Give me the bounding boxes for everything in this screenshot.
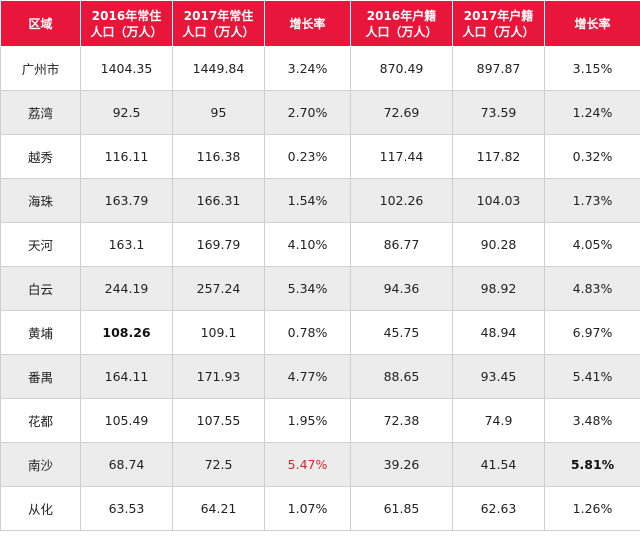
cell-registered-2016: 102.26 [350,178,453,223]
table-row: 花都 105.49 107.55 1.95% 72.38 74.9 3.48% [0,398,640,443]
cell-registered-2017: 93.45 [452,354,545,399]
cell-registered-growth: 1.73% [544,178,640,223]
cell-resident-2016: 163.79 [80,178,173,223]
header-resident-2016: 2016年常住 人口（万人） [80,0,173,47]
table-row: 越秀 116.11 116.38 0.23% 117.44 117.82 0.3… [0,134,640,179]
header-row: 区域 2016年常住 人口（万人） 2017年常住 人口（万人） 增长率 201… [0,0,640,47]
cell-registered-2017: 104.03 [452,178,545,223]
cell-resident-growth: 1.07% [264,486,351,531]
cell-resident-2017: 1449.84 [172,46,265,91]
cell-resident-2017: 116.38 [172,134,265,179]
cell-registered-2017: 74.9 [452,398,545,443]
cell-resident-2016: 68.74 [80,442,173,487]
cell-region: 海珠 [0,178,81,223]
cell-registered-growth: 3.15% [544,46,640,91]
cell-region: 广州市 [0,46,81,91]
header-registered-growth: 增长率 [544,0,640,47]
cell-resident-2016: 92.5 [80,90,173,135]
cell-resident-growth: 1.54% [264,178,351,223]
cell-registered-2017: 73.59 [452,90,545,135]
cell-region: 荔湾 [0,90,81,135]
cell-resident-2016: 63.53 [80,486,173,531]
cell-resident-2016: 163.1 [80,222,173,267]
cell-registered-growth: 4.83% [544,266,640,311]
cell-resident-growth: 5.34% [264,266,351,311]
header-region: 区域 [0,0,81,47]
cell-resident-growth: 4.10% [264,222,351,267]
cell-registered-2016: 870.49 [350,46,453,91]
table-row: 广州市 1404.35 1449.84 3.24% 870.49 897.87 … [0,46,640,91]
cell-resident-2017: 107.55 [172,398,265,443]
table-row: 天河 163.1 169.79 4.10% 86.77 90.28 4.05% [0,222,640,267]
cell-resident-2017: 171.93 [172,354,265,399]
cell-registered-growth: 1.26% [544,486,640,531]
cell-registered-2017: 62.63 [452,486,545,531]
cell-resident-2016: 116.11 [80,134,173,179]
table-row: 从化 63.53 64.21 1.07% 61.85 62.63 1.26% [0,486,640,531]
cell-registered-2016: 86.77 [350,222,453,267]
cell-resident-growth: 2.70% [264,90,351,135]
cell-registered-2016: 61.85 [350,486,453,531]
cell-registered-2017: 48.94 [452,310,545,355]
cell-resident-2016: 164.11 [80,354,173,399]
cell-resident-2016: 105.49 [80,398,173,443]
cell-resident-2017: 169.79 [172,222,265,267]
cell-resident-2016: 1404.35 [80,46,173,91]
cell-resident-growth: 0.23% [264,134,351,179]
cell-region: 南沙 [0,442,81,487]
cell-resident-2016: 108.26 [80,310,173,355]
cell-resident-growth: 5.47% [264,442,351,487]
cell-region: 花都 [0,398,81,443]
header-resident-growth: 增长率 [264,0,351,47]
table-row: 荔湾 92.5 95 2.70% 72.69 73.59 1.24% [0,90,640,135]
cell-registered-2016: 117.44 [350,134,453,179]
cell-registered-growth: 5.81% [544,442,640,487]
cell-resident-2016: 244.19 [80,266,173,311]
cell-registered-growth: 6.97% [544,310,640,355]
cell-registered-2016: 45.75 [350,310,453,355]
cell-registered-2017: 897.87 [452,46,545,91]
cell-resident-growth: 1.95% [264,398,351,443]
table-row: 白云 244.19 257.24 5.34% 94.36 98.92 4.83% [0,266,640,311]
cell-registered-2016: 72.38 [350,398,453,443]
header-registered-2017: 2017年户籍 人口（万人） [452,0,545,47]
cell-registered-growth: 1.24% [544,90,640,135]
cell-registered-2017: 98.92 [452,266,545,311]
cell-resident-2017: 64.21 [172,486,265,531]
header-registered-2016: 2016年户籍 人口（万人） [350,0,453,47]
cell-region: 白云 [0,266,81,311]
cell-registered-2017: 117.82 [452,134,545,179]
cell-region: 天河 [0,222,81,267]
cell-region: 黄埔 [0,310,81,355]
cell-registered-2017: 90.28 [452,222,545,267]
cell-registered-2017: 41.54 [452,442,545,487]
table-body: 广州市 1404.35 1449.84 3.24% 870.49 897.87 … [0,46,640,531]
cell-resident-growth: 3.24% [264,46,351,91]
cell-registered-growth: 0.32% [544,134,640,179]
cell-resident-2017: 95 [172,90,265,135]
cell-region: 从化 [0,486,81,531]
cell-registered-growth: 3.48% [544,398,640,443]
cell-resident-2017: 72.5 [172,442,265,487]
cell-registered-growth: 5.41% [544,354,640,399]
header-resident-2017: 2017年常住 人口（万人） [172,0,265,47]
cell-registered-2016: 94.36 [350,266,453,311]
cell-registered-growth: 4.05% [544,222,640,267]
table-row: 黄埔 108.26 109.1 0.78% 45.75 48.94 6.97% [0,310,640,355]
cell-registered-2016: 39.26 [350,442,453,487]
table-header: 区域 2016年常住 人口（万人） 2017年常住 人口（万人） 增长率 201… [0,0,640,47]
table-row: 南沙 68.74 72.5 5.47% 39.26 41.54 5.81% [0,442,640,487]
cell-registered-2016: 88.65 [350,354,453,399]
cell-resident-2017: 109.1 [172,310,265,355]
cell-resident-growth: 0.78% [264,310,351,355]
cell-resident-growth: 4.77% [264,354,351,399]
cell-resident-2017: 257.24 [172,266,265,311]
table-row: 海珠 163.79 166.31 1.54% 102.26 104.03 1.7… [0,178,640,223]
cell-registered-2016: 72.69 [350,90,453,135]
table-row: 番禺 164.11 171.93 4.77% 88.65 93.45 5.41% [0,354,640,399]
cell-region: 番禺 [0,354,81,399]
cell-region: 越秀 [0,134,81,179]
cell-resident-2017: 166.31 [172,178,265,223]
